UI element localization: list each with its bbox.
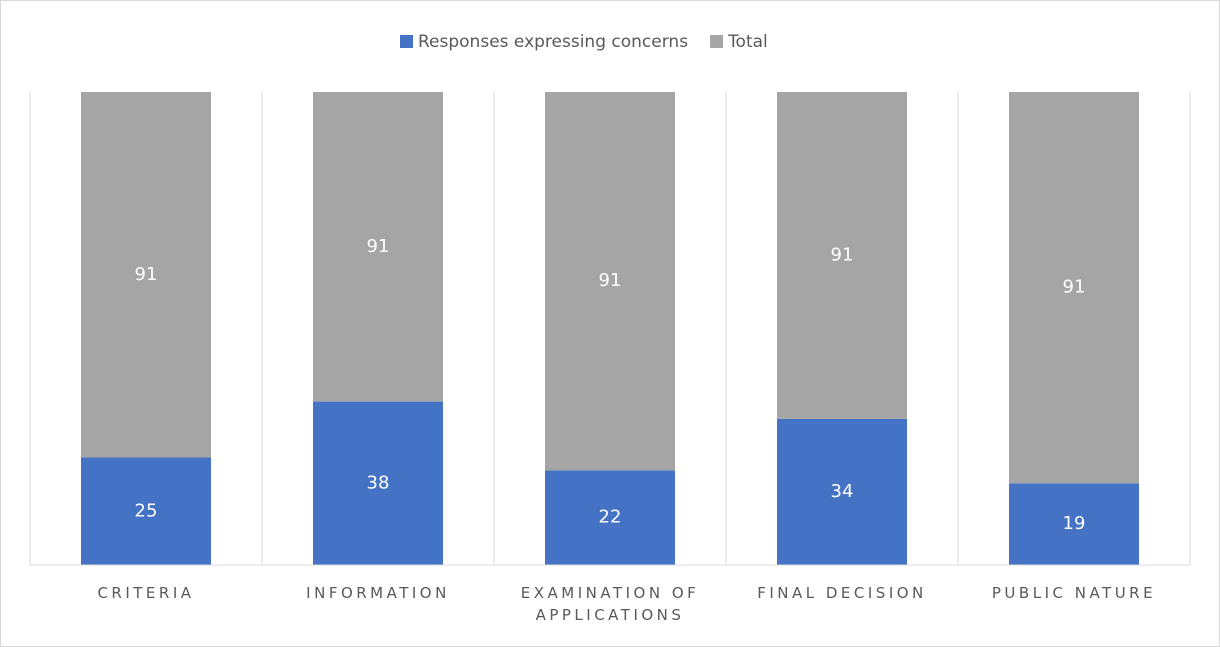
legend-label: Responses expressing concerns bbox=[418, 32, 688, 52]
data-label: 91 bbox=[831, 244, 854, 265]
data-label: 91 bbox=[599, 270, 622, 291]
legend-swatch bbox=[710, 35, 724, 48]
data-label: 38 bbox=[367, 472, 390, 493]
x-tick-label: INFORMATION bbox=[306, 584, 450, 602]
x-tick-label: EXAMINATION OF APPLICATIONS bbox=[520, 584, 700, 624]
data-label: 91 bbox=[1063, 277, 1086, 298]
bar-segment bbox=[313, 92, 443, 402]
data-label: 19 bbox=[1063, 513, 1086, 534]
bar-segment bbox=[81, 92, 211, 458]
bar-segment bbox=[545, 92, 675, 471]
x-tick-label: CRITERIA bbox=[97, 584, 195, 602]
x-tick-label: FINAL DECISION bbox=[757, 584, 927, 602]
bar-segment bbox=[81, 457, 211, 565]
plot bbox=[81, 92, 1139, 565]
data-label: 91 bbox=[135, 264, 158, 285]
x-tick-label: PUBLIC NATURE bbox=[991, 584, 1157, 602]
bar-segment bbox=[1009, 92, 1139, 484]
bar-segment bbox=[1009, 483, 1139, 565]
data-label: 25 bbox=[135, 500, 158, 521]
bar-segment bbox=[545, 470, 675, 565]
data-label: 22 bbox=[599, 507, 622, 528]
legend-label: Total bbox=[727, 32, 768, 52]
bar-segment bbox=[313, 401, 443, 565]
data-label: 34 bbox=[831, 481, 854, 502]
bar-segment bbox=[777, 92, 907, 419]
legend-swatch bbox=[400, 35, 413, 48]
data-label: 91 bbox=[367, 236, 390, 257]
bar-segment bbox=[777, 418, 907, 565]
